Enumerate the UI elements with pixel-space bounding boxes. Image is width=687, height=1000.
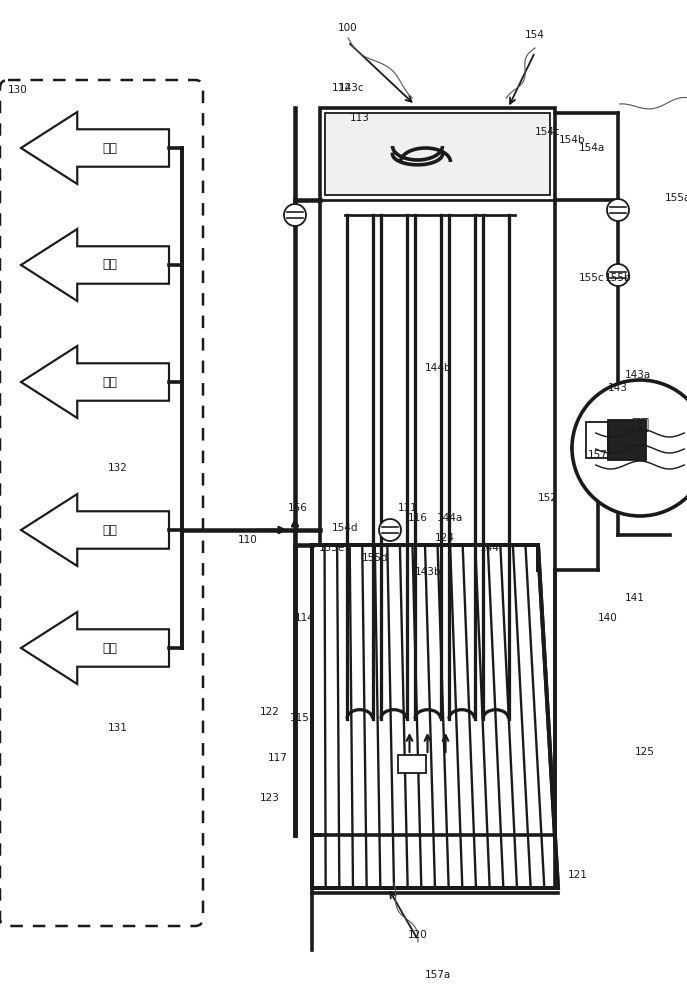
- Text: 144a: 144a: [437, 513, 463, 523]
- Text: 140: 140: [598, 613, 618, 623]
- Text: 114: 114: [295, 613, 315, 623]
- Bar: [320, 108, 555, 835]
- Text: 157a: 157a: [425, 970, 451, 980]
- Text: 130: 130: [8, 85, 28, 95]
- Circle shape: [284, 204, 306, 226]
- Text: 155e: 155e: [319, 543, 345, 553]
- Polygon shape: [21, 229, 169, 301]
- Circle shape: [379, 519, 401, 541]
- Text: 110: 110: [238, 535, 258, 545]
- Circle shape: [607, 199, 629, 221]
- Bar: [398, 755, 425, 773]
- Polygon shape: [21, 494, 169, 566]
- Text: 155c: 155c: [579, 273, 605, 283]
- Text: 112: 112: [332, 83, 352, 93]
- Text: 144: 144: [480, 543, 500, 553]
- Text: 注入: 注入: [102, 524, 117, 536]
- Text: 121: 121: [568, 870, 588, 880]
- Polygon shape: [21, 112, 169, 184]
- Circle shape: [572, 380, 687, 516]
- Bar: [608, 420, 646, 460]
- Text: 141: 141: [625, 593, 645, 603]
- Polygon shape: [312, 545, 558, 888]
- Text: 143: 143: [608, 383, 628, 393]
- Text: 125: 125: [635, 747, 655, 757]
- Text: 152: 152: [538, 493, 558, 503]
- Text: 143a: 143a: [625, 370, 651, 380]
- Text: 154b: 154b: [559, 135, 585, 145]
- Text: 116: 116: [408, 513, 428, 523]
- Text: 155b: 155b: [605, 273, 631, 283]
- Text: 120: 120: [408, 930, 428, 940]
- Text: 143c: 143c: [339, 83, 365, 93]
- Text: 123: 123: [260, 793, 280, 803]
- Text: 124: 124: [435, 533, 455, 543]
- Text: 注入: 注入: [102, 258, 117, 271]
- Text: 注入: 注入: [102, 141, 117, 154]
- Text: 水源: 水源: [631, 417, 649, 432]
- Bar: [586, 422, 608, 458]
- Text: 131: 131: [108, 723, 128, 733]
- Text: 155d: 155d: [362, 553, 388, 563]
- Text: 156: 156: [288, 503, 308, 513]
- Text: 117: 117: [268, 753, 288, 763]
- Text: 154a: 154a: [579, 143, 605, 153]
- Text: 157: 157: [588, 450, 608, 460]
- Polygon shape: [21, 346, 169, 418]
- Circle shape: [607, 264, 629, 286]
- Text: 115: 115: [290, 713, 310, 723]
- Text: 注入: 注入: [102, 375, 117, 388]
- Text: 113: 113: [350, 113, 370, 123]
- Text: 143b: 143b: [415, 567, 441, 577]
- Text: 132: 132: [108, 463, 128, 473]
- Polygon shape: [21, 612, 169, 684]
- Bar: [325, 113, 550, 195]
- Text: 144b: 144b: [425, 363, 451, 373]
- Text: 100: 100: [338, 23, 358, 33]
- Text: 154d: 154d: [332, 523, 358, 533]
- Text: 155a: 155a: [665, 193, 687, 203]
- Text: 注入: 注入: [102, 642, 117, 654]
- Text: 122: 122: [260, 707, 280, 717]
- Text: 154c: 154c: [535, 127, 561, 137]
- Text: 111: 111: [398, 503, 418, 513]
- Text: 154: 154: [525, 30, 545, 40]
